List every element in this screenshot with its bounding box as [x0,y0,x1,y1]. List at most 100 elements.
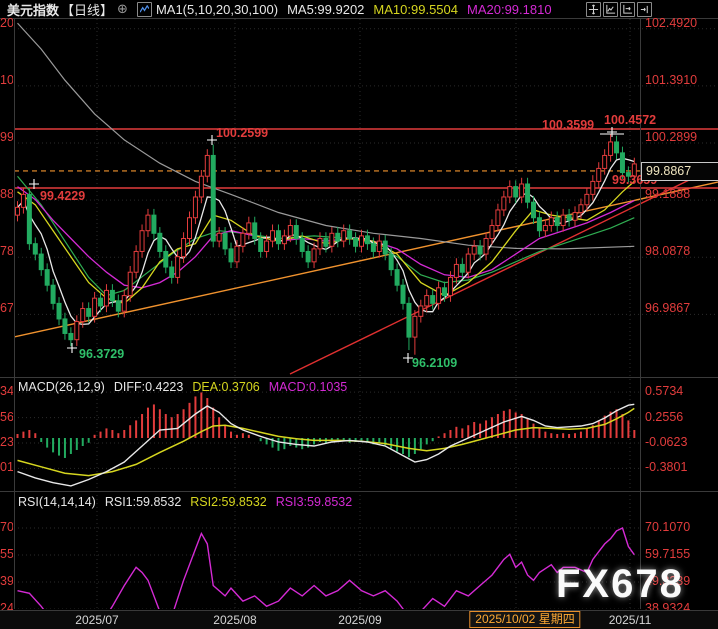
candle [442,287,448,297]
price-axis-label-left: 20 [0,15,13,30]
candle [163,250,169,268]
candle [234,245,240,263]
macd-axis-label-left: 01 [0,460,13,475]
swing-price-label: 99.4229 [40,189,86,203]
macd-dea-readout: DEA:0.3706 [192,380,260,394]
candle [602,154,608,169]
candle [578,204,584,214]
candle [530,201,536,219]
candle [353,237,359,247]
candle [424,295,430,307]
macd-axis-label: 0.2556 [645,409,684,424]
window-icons [586,2,652,17]
candle [275,230,281,245]
candle [20,193,26,208]
candle [109,289,115,302]
candle [507,186,513,198]
candle [548,217,554,227]
month-label: 2025/11 [608,613,652,627]
candle [151,214,157,234]
candle [192,196,198,219]
candle [596,167,602,182]
candle [329,232,335,247]
candle [412,315,418,338]
rsi-axis-label-left: 70 [0,519,13,534]
scale-shift-icon[interactable] [620,2,635,17]
toolbar-separator [0,18,718,19]
swing-price-label: 100.2599 [216,126,269,140]
candle [364,235,370,245]
candle [121,295,127,312]
ma10-readout: MA10:99.5504 [373,1,458,17]
candle [347,230,353,239]
ma10-line [17,180,635,305]
expand-icon[interactable]: ⊕ [117,1,128,16]
candle [572,212,578,221]
go-latest-icon[interactable] [637,2,652,17]
crosshair-date-label: 2025/10/02 星期四 [469,611,581,628]
ma5-readout: MA5:99.9202 [287,1,365,17]
toolbar: 美元指数 【日线】 ⊕ MA1(5,10,20,30,100) MA5:99.92… [0,0,718,18]
candle [590,180,596,195]
candle [181,237,187,258]
candle [92,297,98,317]
candle [447,276,453,297]
candle [341,230,347,242]
swing-price-label: 100.4572 [604,113,657,127]
candle [293,225,299,239]
month-label: 2025/07 [75,613,119,627]
candle [103,289,109,307]
candle [15,206,20,216]
price-axis-label-left: 99 [0,130,13,144]
swing-price-label: 96.2109 [412,356,458,370]
candle [358,235,364,247]
candle [98,297,104,307]
pan-icon[interactable] [586,2,601,17]
candle [240,232,246,247]
swing-cross-marker [403,353,413,363]
candle [501,196,507,211]
date-axis[interactable]: 2025/07 2025/08 2025/09 2025/11 2025/10/02 星… [0,610,718,629]
candle [299,237,305,252]
swing-cross-marker [607,127,617,137]
candle [317,237,323,250]
autoscale-icon[interactable] [603,2,618,17]
candle [32,243,38,255]
macd-axis-label-left: 56 [0,409,13,424]
candle [584,193,590,206]
axis-border [640,19,641,609]
rsi-pane [14,527,640,609]
candle [216,232,222,242]
candle [453,263,459,278]
candlesticks [15,127,637,363]
candle [133,250,139,273]
trendline[interactable] [14,181,718,338]
rsi3-readout: RSI3:59.8532 [275,495,353,509]
diff-line [17,403,635,487]
candle [198,175,204,198]
candle [370,243,376,252]
candle [619,152,625,174]
candle [465,253,471,273]
candle [157,232,163,252]
rsi-header: RSI(14,14,14) RSI1:59.8532 RSI2:59.8532 … [18,495,352,509]
price-axis-label: 98.0878 [645,244,691,259]
candle [400,284,406,304]
candle [631,163,637,177]
trendline[interactable] [289,165,718,375]
candle [68,332,74,341]
candle [44,269,50,286]
macd-axis-label: 0.5734 [645,384,684,399]
indicator-icon[interactable] [136,1,152,17]
candle [335,232,341,242]
period-label: 【日线】 [61,2,114,18]
candle [252,222,258,239]
candle [477,245,483,255]
rsi-axis-label: 59.7155 [645,547,691,561]
candle [169,266,175,278]
candle [270,230,276,242]
candle [436,287,442,304]
candle [376,240,382,252]
rsi-axis-label: 70.1070 [645,519,691,534]
